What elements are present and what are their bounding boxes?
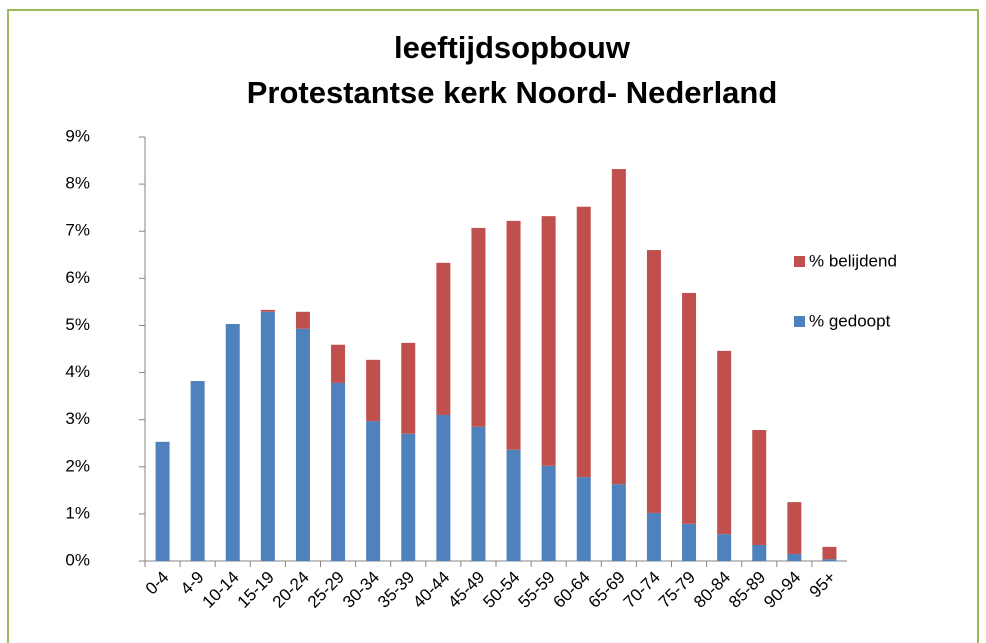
y-tick-label: 3% — [65, 409, 90, 428]
y-tick-label: 9% — [65, 126, 90, 145]
legend-label: % belijdend — [809, 251, 897, 270]
bar-segment — [190, 381, 205, 561]
bar-segment — [541, 465, 556, 561]
bar-segment — [822, 559, 837, 561]
bar-segment — [295, 328, 310, 561]
chart-frame — [7, 9, 979, 643]
bar-segment — [752, 430, 767, 545]
bar-segment — [260, 311, 275, 561]
legend-swatch — [794, 316, 805, 327]
bar-segment — [331, 344, 346, 383]
bar-segment — [752, 544, 767, 561]
y-tick-label: 0% — [65, 550, 90, 569]
bar-segment — [295, 311, 310, 329]
chart-title: leeftijdsopbouw — [394, 30, 631, 65]
bar-segment — [366, 421, 381, 561]
bar-segment — [822, 546, 837, 560]
bar-segment — [155, 441, 170, 561]
bar-segment — [436, 262, 451, 415]
y-tick-label: 2% — [65, 456, 90, 475]
bar-segment — [787, 553, 802, 561]
bar-segment — [611, 169, 626, 485]
bar-segment — [331, 382, 346, 561]
bar-segment — [717, 534, 732, 561]
bar-segment — [225, 324, 240, 561]
y-tick-label: 1% — [65, 503, 90, 522]
y-tick-label: 4% — [65, 362, 90, 381]
bar-segment — [260, 309, 275, 312]
bar-segment — [611, 484, 626, 561]
bar-segment — [646, 512, 661, 561]
y-tick-label: 6% — [65, 268, 90, 287]
bar-segment — [506, 220, 521, 450]
bar-segment — [787, 502, 802, 554]
bar-segment — [717, 350, 732, 535]
bar-segment — [506, 449, 521, 561]
bar-segment — [471, 227, 486, 427]
chart-subtitle: Protestantse kerk Noord- Nederland — [247, 75, 778, 110]
bar-segment — [401, 342, 416, 434]
legend-swatch — [794, 256, 805, 267]
bar-segment — [366, 359, 381, 422]
legend-label: % gedoopt — [809, 311, 891, 330]
bar-segment — [576, 206, 591, 478]
bar-segment — [401, 433, 416, 561]
y-tick-label: 8% — [65, 174, 90, 193]
bar-segment — [682, 523, 697, 561]
y-tick-label: 5% — [65, 315, 90, 334]
bar-segment — [646, 250, 661, 513]
bar-segment — [682, 292, 697, 524]
bar-segment — [471, 426, 486, 561]
bar-segment — [436, 414, 451, 561]
bar-segment — [576, 477, 591, 561]
bar-segment — [541, 216, 556, 466]
y-tick-label: 7% — [65, 221, 90, 240]
